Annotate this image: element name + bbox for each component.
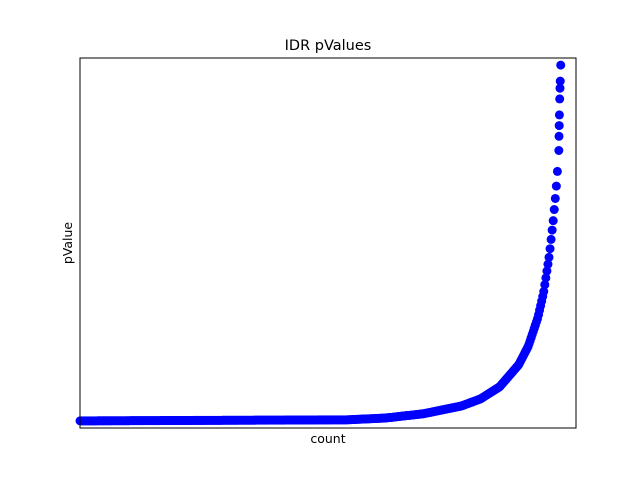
y-axis-label: pValue — [60, 222, 75, 265]
scatter-point — [549, 205, 559, 215]
x-axis-label: count — [310, 431, 345, 446]
scatter-point — [550, 193, 560, 203]
scatter-point — [547, 225, 557, 235]
scatter-point — [541, 273, 551, 283]
plot-frame — [79, 57, 577, 429]
scatter-point — [554, 146, 564, 155]
scatter-point — [555, 76, 565, 86]
scatter-point — [540, 280, 550, 290]
scatter-point — [551, 181, 561, 191]
scatter-point — [543, 259, 553, 269]
scatter-markers — [75, 60, 566, 426]
scatter-point — [546, 234, 556, 244]
scatter-point — [554, 121, 564, 131]
scatter-point — [539, 287, 549, 297]
scatter-point — [555, 94, 565, 104]
scatter-point — [548, 216, 558, 226]
chart-title: IDR pValues — [285, 38, 372, 54]
scatter-point — [556, 60, 566, 70]
scatter-point — [545, 244, 555, 254]
scatter-point — [544, 252, 554, 262]
scatter-point — [555, 83, 565, 93]
scatter-point — [552, 166, 562, 176]
scatter-point — [554, 110, 564, 120]
scatter-point — [542, 266, 552, 276]
scatter-point — [554, 131, 564, 141]
